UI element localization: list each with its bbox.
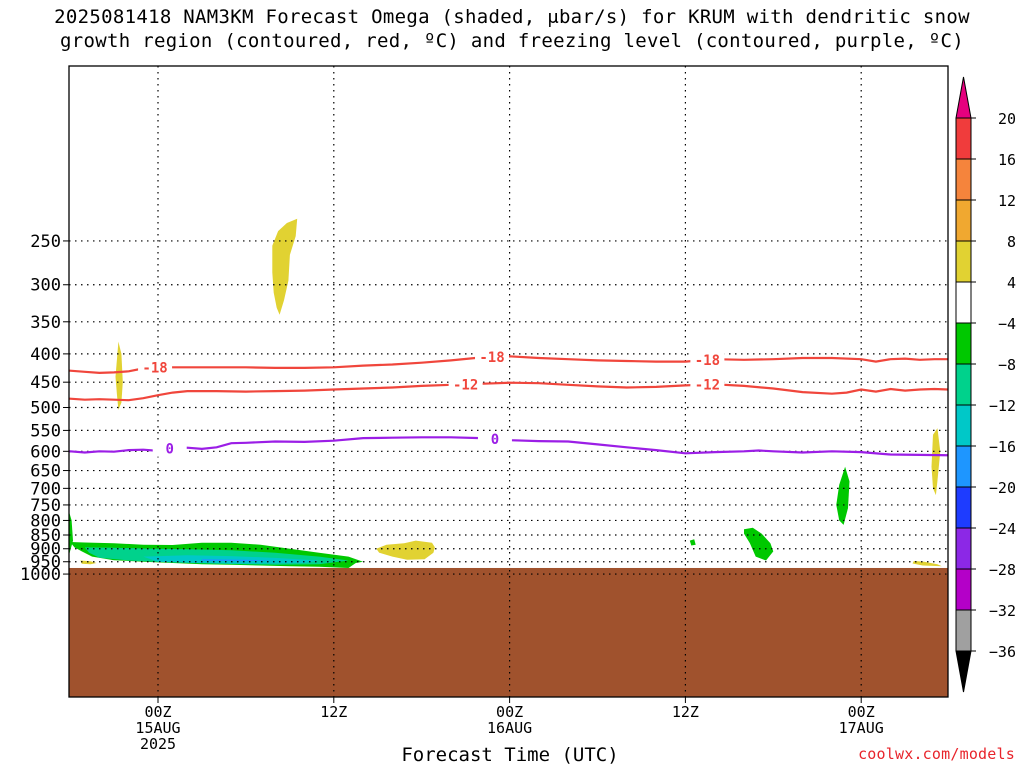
contour-label: 0 <box>491 432 499 448</box>
colorbar-label: 20 <box>998 110 1016 128</box>
omega-shading <box>69 218 942 568</box>
x-tick-label: 12Z <box>320 703 347 721</box>
y-tick-label: 400 <box>30 345 61 365</box>
y-tick-label: 600 <box>30 442 61 462</box>
contour-label: -18 <box>142 361 167 377</box>
y-tick-label: 550 <box>30 421 61 441</box>
colorbar-bin <box>955 322 972 365</box>
colorbar-bin <box>955 281 972 324</box>
contour-label-bg <box>690 351 725 368</box>
colorbar-bin <box>955 609 972 652</box>
plot-frame <box>68 65 949 698</box>
contour-label-bg <box>448 376 483 393</box>
omega-region <box>931 428 941 496</box>
colorbar-label: −32 <box>989 602 1016 620</box>
contour-label: -18 <box>479 350 504 366</box>
colorbar-label: −4 <box>998 315 1016 333</box>
y-tick-label: 250 <box>30 232 61 252</box>
x-tick-label: 12Z <box>672 703 699 721</box>
x-tick-label: 17AUG <box>839 719 884 737</box>
colorbar: 20 16 12 8 4 −4 −8 −12 −16 −20 −24 −28 −32 −36 <box>955 76 1016 693</box>
omega-region <box>689 539 696 546</box>
colorbar-bin <box>955 199 972 242</box>
contour-label-bg <box>690 376 725 393</box>
x-tick-label: 15AUG <box>135 719 180 737</box>
colorbar-label: 12 <box>998 192 1016 210</box>
omega-region <box>912 561 942 567</box>
x-tick-label: 16AUG <box>487 719 532 737</box>
colorbar-bin <box>955 527 972 570</box>
y-tick-label: 650 <box>30 462 61 482</box>
axes: 2503003504004505005506006507007508008509… <box>20 65 949 753</box>
y-tick-label: 750 <box>30 496 61 516</box>
colorbar-label: 4 <box>1007 274 1016 292</box>
colorbar-label: −24 <box>989 520 1016 538</box>
colorbar-bin <box>955 117 972 160</box>
colorbar-label: −20 <box>989 479 1016 497</box>
ground-layer <box>69 567 948 697</box>
colorbar-label: −12 <box>989 397 1016 415</box>
y-tick-label: 800 <box>30 511 61 531</box>
omega-region <box>80 560 97 565</box>
y-tick-label: 900 <box>30 540 61 560</box>
chart-title: 2025081418 NAM3KM Forecast Omega (shaded… <box>54 6 970 28</box>
source-credit[interactable]: coolwx.com/models <box>858 745 1015 763</box>
y-tick-label: 700 <box>30 479 61 499</box>
colorbar-label: −28 <box>989 561 1016 579</box>
colorbar-bin <box>955 568 972 611</box>
y-tick-label: 350 <box>30 313 61 333</box>
omega-region <box>744 527 774 561</box>
x-axis-label: Forecast Time (UTC) <box>401 744 619 766</box>
y-tick-label: 500 <box>30 399 61 419</box>
x-tick-label: 00Z <box>144 703 171 721</box>
chart-subtitle: growth region (contoured, red, ºC) and f… <box>60 30 964 52</box>
x-tick-label: 00Z <box>496 703 523 721</box>
colorbar-bin <box>955 363 972 406</box>
colorbar-label: 16 <box>998 151 1016 169</box>
grid-lines <box>69 66 948 697</box>
colorbar-bin <box>955 158 972 201</box>
y-tick-label: 850 <box>30 526 61 546</box>
colorbar-cap-bottom <box>955 650 972 693</box>
y-tick-label: 950 <box>30 553 61 573</box>
colorbar-bin <box>955 240 972 283</box>
contour-label-bg <box>152 440 187 457</box>
colorbar-bin <box>955 404 972 447</box>
colorbar-bin <box>955 486 972 529</box>
colorbar-label: −8 <box>998 356 1016 374</box>
colorbar-label: −16 <box>989 438 1016 456</box>
contour-line <box>69 436 948 457</box>
colorbar-bin <box>955 445 972 488</box>
omega-region <box>272 218 298 315</box>
contour-label-bg <box>475 348 510 365</box>
x-tick-label: 00Z <box>848 703 875 721</box>
y-tick-label: 300 <box>30 276 61 296</box>
omega-region <box>836 466 850 525</box>
contour-label: -12 <box>695 378 720 394</box>
contour-label: -18 <box>695 353 720 369</box>
y-tick-label: 450 <box>30 373 61 393</box>
y-tick-label: 1000 <box>20 565 61 585</box>
contour-label: -12 <box>453 377 478 393</box>
omega-region <box>115 341 123 410</box>
ground-fill <box>69 567 948 697</box>
contour-label-bg <box>138 359 173 376</box>
omega-region <box>376 540 435 560</box>
colorbar-label: 8 <box>1007 233 1016 251</box>
contour-line <box>69 381 948 402</box>
contour-label-bg <box>477 431 512 448</box>
colorbar-cap-top <box>955 76 972 119</box>
x-tick-label: 2025 <box>140 735 176 753</box>
colorbar-label: −36 <box>989 643 1016 661</box>
omega-region <box>201 559 276 562</box>
contour-label: 0 <box>166 442 174 458</box>
